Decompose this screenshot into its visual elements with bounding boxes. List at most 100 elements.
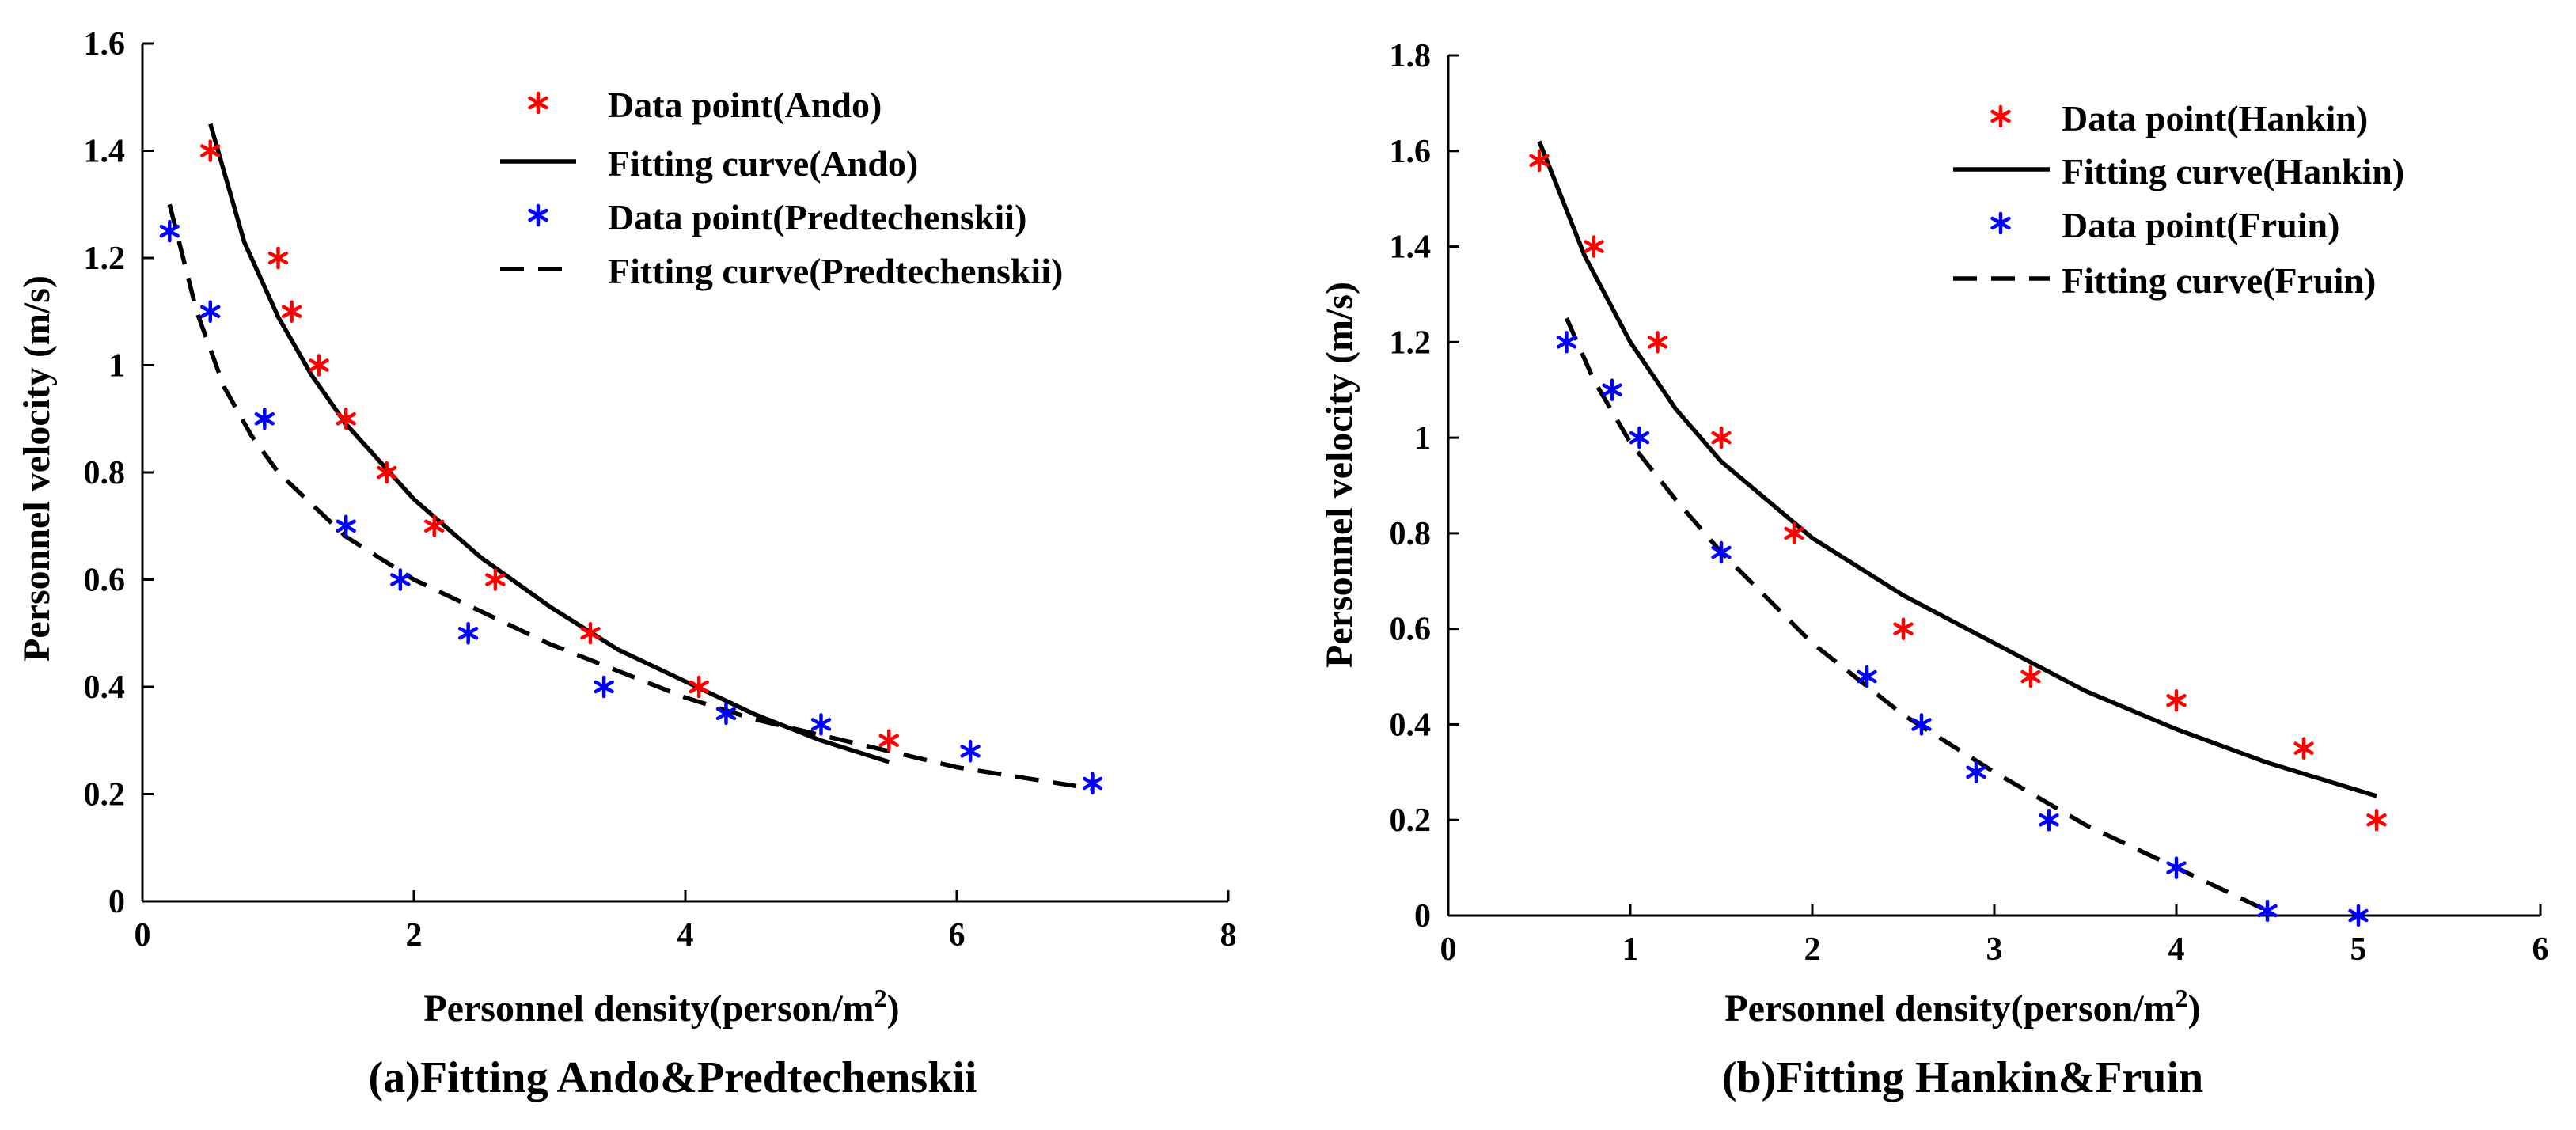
data-point-hankin-marker [2166,689,2187,712]
data-point-ando-marker [580,622,601,645]
y-tick-label: 1.4 [84,134,126,170]
y-tick-label: 1.8 [1390,38,1432,74]
data-points [1529,149,2387,927]
legend-swatch-data-point-predtechenskii [528,203,548,227]
x-axis-label: Personnel density(person/m2) [1724,984,2200,1030]
y-tick-label: 0.2 [84,777,126,813]
fitting-curve-ando-line [208,123,890,764]
legend-label-fruin-curve: Fitting curve(Fruin) [2062,260,2376,301]
y-tick-label: 0.4 [84,669,126,706]
data-point-fruin-marker [1556,331,1577,354]
fitting-curve-hankin-line [1537,140,2377,798]
data-point-fruin-marker [2348,904,2369,927]
data-point-predtechenskii-marker [715,702,737,726]
data-point-predtechenskii-marker [336,514,356,537]
legend-label-hankin-points: Data point(Hankin) [2062,98,2368,138]
data-point-ando-marker [281,300,302,323]
data-point-ando-marker [336,408,356,430]
x-tick-label: 5 [2350,931,2367,968]
y-tick-label: 1 [108,348,125,385]
x-tick-label: 6 [2532,931,2549,968]
data-point-predtechenskii-marker [457,622,479,645]
y-tick-label: 1.2 [1390,324,1432,361]
data-point-ando-marker [377,461,397,484]
data-point-ando-marker [689,675,709,699]
y-tick-label: 0.6 [1390,612,1432,648]
legend-swatch-data-point-ando [528,91,548,115]
data-point-predtechenskii-marker [200,300,221,323]
fitting-curve-predtechenskii-line [167,203,1093,791]
x-tick-label: 6 [949,917,966,954]
axis-ticks: 0 2 4 6 8 0 0.2 0.4 0.6 0.8 1 1.2 1.4 1.6 [84,26,1237,954]
y-tick-label: 0.4 [1390,707,1432,743]
legend-swatch-data-point-fruin [1990,211,2011,235]
data-points [159,139,1103,795]
data-point-ando-marker [424,514,445,537]
data-point-predtechenskii-marker [810,713,832,736]
data-point-fruin-marker [1966,760,1986,784]
fit-curves [167,123,1093,791]
data-point-fruin-marker [2039,808,2059,832]
legend: Data point(Ando) Fitting curve(Ando) Dat… [500,85,1063,291]
chart-caption: (a)Fitting Ando&Predtechenskii [369,1053,977,1102]
y-tick-label: 0 [108,884,125,920]
data-point-hankin-marker [2020,665,2041,688]
y-tick-label: 0.6 [84,563,126,599]
data-point-ando-marker [267,246,289,270]
y-axis-label: Personnel velocity (m/s) [1318,282,1360,668]
legend-label-ando-curve: Fitting curve(Ando) [608,143,918,184]
data-point-predtechenskii-marker [594,675,614,699]
y-tick-label: 0.8 [1390,516,1432,552]
data-point-ando-marker [878,729,899,752]
data-point-predtechenskii-marker [390,568,411,591]
x-axis-label: Personnel density(person/m2) [423,984,899,1030]
legend-label-fruin-points: Data point(Fruin) [2062,205,2339,245]
data-point-ando-marker [200,139,221,162]
y-tick-label: 0.8 [84,455,126,491]
legend-label-ando-points: Data point(Ando) [608,85,882,125]
data-point-fruin-marker [1911,713,1932,736]
y-tick-label: 0.2 [1390,802,1432,839]
y-tick-label: 1.2 [84,241,126,277]
data-point-ando-marker [309,354,329,377]
x-tick-label: 4 [677,917,694,954]
data-point-hankin-marker [1647,331,1668,354]
legend-label-hankin-curve: Fitting curve(Hankin) [2062,151,2404,191]
legend-label-predtechenskii-points: Data point(Predtechenskii) [608,197,1026,237]
legend-swatch-data-point-hankin [1990,104,2011,128]
x-tick-label: 8 [1220,917,1237,954]
data-point-hankin-marker [1711,426,1732,449]
data-point-predtechenskii-marker [960,740,981,763]
y-tick-label: 0 [1414,898,1431,935]
x-tick-label: 3 [1986,931,2003,968]
x-tick-label: 4 [2168,931,2185,968]
data-point-predtechenskii-marker [159,219,180,243]
fit-curves [1537,140,2377,913]
data-point-fruin-marker [1602,378,1622,401]
data-point-hankin-marker [1529,149,1550,173]
y-tick-label: 1.6 [84,26,126,63]
data-point-hankin-marker [1784,521,1804,545]
data-point-fruin-marker [2257,899,2278,923]
legend-label-predtechenskii-curve: Fitting curve(Predtechenskii) [608,251,1063,291]
data-point-hankin-marker [2366,808,2387,832]
data-point-hankin-marker [2293,737,2314,760]
x-tick-label: 2 [406,917,423,954]
data-point-hankin-marker [1584,235,1604,258]
x-tick-label: 2 [1804,931,1821,968]
data-point-hankin-marker [1893,617,1914,640]
data-point-fruin-marker [1629,426,1650,449]
x-tick-label: 1 [1622,931,1639,968]
axis-ticks: 0 1 2 3 4 5 6 0 0.2 0.4 0.6 0.8 1 1.2 1.4 1.6 1.8 [1390,38,2549,968]
x-tick-label: 0 [135,917,151,954]
y-tick-label: 1 [1414,420,1431,457]
data-point-predtechenskii-marker [254,408,275,430]
data-point-predtechenskii-marker [1082,772,1103,795]
data-point-fruin-marker [1711,540,1732,564]
chart-hankin-fruin: 0 1 2 3 4 5 6 0 0.2 0.4 0.6 0.8 1 1.2 1.4 1.6 1.8 Data p… [1318,38,2549,1102]
fitting-curve-fruin-line [1564,317,2269,913]
legend: Data point(Hankin) Fitting curve(Hankin)… [1953,98,2404,301]
chart-caption: (b)Fitting Hankin&Fruin [1722,1053,2203,1102]
y-tick-label: 1.6 [1390,134,1432,170]
